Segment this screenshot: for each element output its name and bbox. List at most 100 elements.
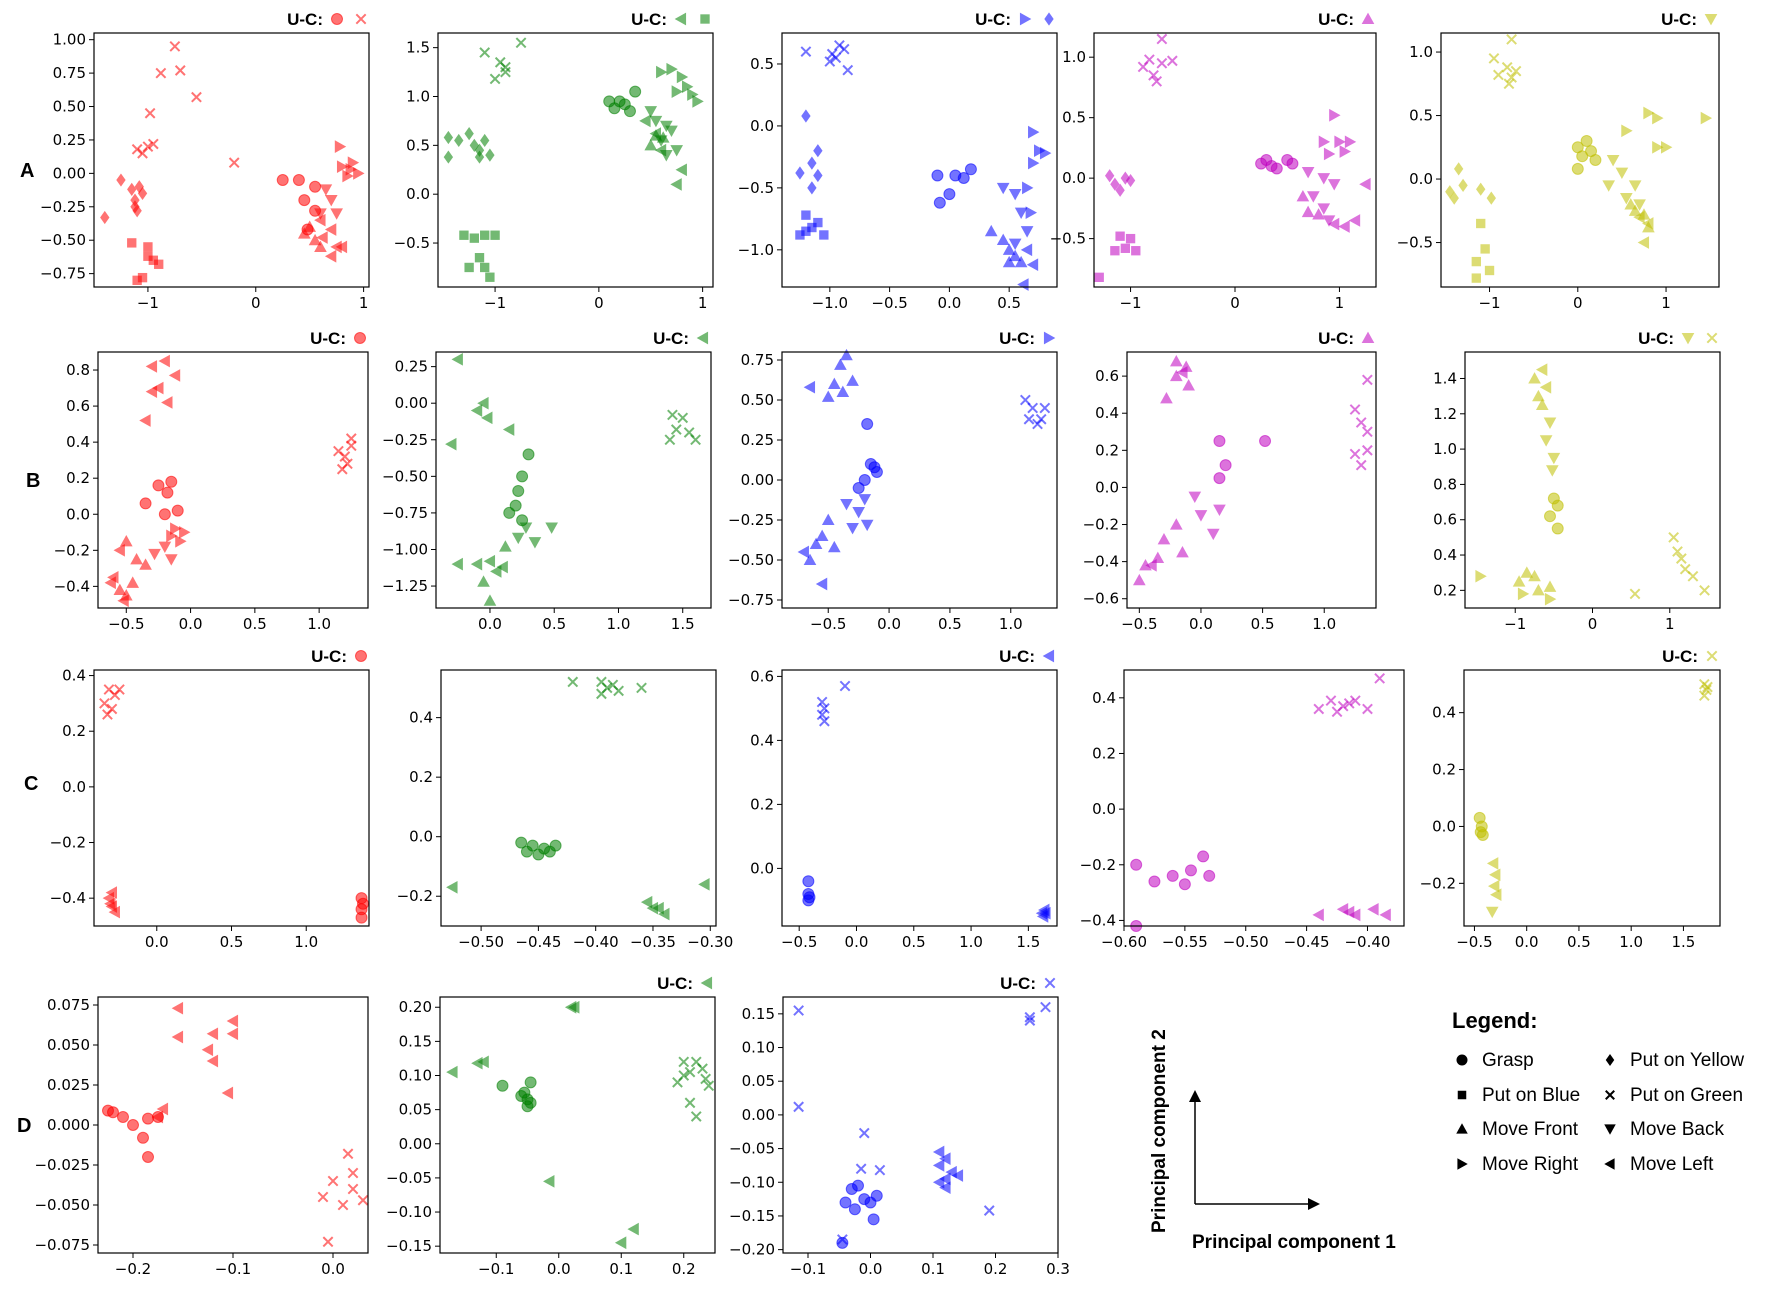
y-tick-label: 0.2 [1095, 441, 1119, 459]
x-tick-label: 1 [1661, 294, 1671, 312]
point-move-right [676, 70, 689, 84]
x-tick-label: 0.5 [243, 615, 267, 633]
point-grasp [1166, 869, 1179, 882]
x-tick-label: 0.0 [478, 615, 502, 633]
uc-label-group: U-C: [975, 10, 1054, 29]
legend-marker-put-on-blue [1457, 1090, 1467, 1100]
x-tick-label: 0.0 [1515, 933, 1539, 951]
x-tick-label: 1.0 [959, 933, 983, 951]
point-move-front [1169, 354, 1183, 367]
point-move-back [1620, 193, 1633, 205]
x-tick-label: −0.30 [687, 933, 733, 951]
point-grasp [298, 194, 311, 207]
point-move-right [666, 62, 678, 76]
point-grasp [357, 897, 370, 910]
uc-label-group: U-C: [1662, 647, 1718, 666]
point-move-left [470, 404, 483, 417]
point-move-front [996, 233, 1010, 245]
uc-label: U-C: [631, 10, 667, 29]
point-move-back [858, 494, 872, 506]
y-tick-label: 1.0 [1433, 440, 1457, 458]
point-move-left [168, 369, 181, 382]
point-move-left [1637, 236, 1650, 249]
point-move-front [1624, 198, 1638, 210]
point-move-left [646, 901, 659, 915]
legend-marker-move-right [1457, 1158, 1468, 1170]
point-put-on-green [1668, 531, 1680, 543]
point-grasp [142, 1151, 154, 1163]
point-put-on-yellow [1110, 177, 1120, 191]
y-tick-label: −0.4 [54, 577, 90, 595]
point-move-front [1642, 220, 1655, 233]
legend-item-move-left: Move Left [1604, 1154, 1714, 1175]
point-put-on-green [874, 1164, 886, 1176]
point-put-on-green [317, 1191, 329, 1203]
point-move-left [490, 565, 502, 578]
point-grasp [1197, 850, 1210, 863]
point-move-right [1034, 144, 1046, 158]
y-tick-label: −0.25 [40, 198, 86, 216]
points [1133, 354, 1373, 586]
plot-frame [437, 32, 714, 288]
x-tick-label: −0.45 [1284, 933, 1330, 951]
point-put-on-blue [1115, 231, 1125, 241]
point-grasp [158, 508, 171, 521]
point-move-front [827, 540, 841, 553]
point-move-left [658, 907, 670, 921]
x-tick-label: −0.5 [1121, 615, 1157, 633]
uc-marker-grasp [354, 332, 366, 344]
panel-b-5: −1 0 1 0.2 0.4 0.6 0.8 1.0 1.2 1.4 U-C: [1433, 329, 1721, 633]
y-tick-label: −0.2 [1420, 874, 1456, 892]
point-put-on-blue [469, 233, 479, 243]
uc-label-group: U-C: [631, 10, 710, 29]
y-tick-label: −0.5 [1397, 234, 1433, 252]
point-move-left [932, 1175, 945, 1189]
x-tick-label: −0.1 [215, 1260, 251, 1278]
point-grasp [516, 470, 529, 483]
points [100, 40, 365, 285]
y-tick-label: −0.2 [397, 887, 433, 905]
point-grasp [1576, 150, 1589, 163]
point-move-right [1660, 140, 1673, 154]
point-move-left [1026, 258, 1039, 272]
x-tick-label: 0.5 [542, 615, 566, 633]
point-put-on-blue [480, 230, 490, 240]
legend-label: Put on Yellow [1630, 1050, 1744, 1071]
legend-item-put-on-yellow: Put on Yellow [1605, 1050, 1744, 1071]
y-tick-label: −0.10 [729, 1173, 775, 1191]
point-move-right [175, 534, 187, 548]
point-move-left [1539, 380, 1552, 394]
y-tick-label: 0.10 [399, 1067, 432, 1085]
point-put-on-blue [1120, 243, 1131, 253]
y-tick-label: −0.5 [738, 179, 774, 197]
y-tick-label: 0.6 [66, 397, 90, 415]
y-tick-label: −0.050 [34, 1196, 90, 1214]
point-put-on-yellow [1104, 169, 1115, 183]
points [99, 684, 370, 924]
point-put-on-yellow [1476, 182, 1486, 196]
point-move-back [528, 537, 542, 549]
point-put-on-green [191, 91, 202, 103]
point-put-on-green [1361, 426, 1373, 438]
point-put-on-green [697, 1063, 708, 1075]
point-move-front [308, 233, 322, 246]
point-move-front [1157, 533, 1171, 545]
point-put-on-blue [1480, 244, 1490, 254]
pc1-arrow-head [1308, 1198, 1320, 1210]
point-put-on-green [147, 138, 159, 150]
point-move-left [206, 1054, 219, 1068]
panel-d-1: −0.2 −0.1 0.0 −0.075 −0.050 −0.025 0.000 0.025 0… [34, 996, 369, 1278]
point-put-on-green [1362, 703, 1373, 715]
uc-marker-put-on-green [1044, 977, 1056, 989]
point-move-left [1348, 908, 1361, 922]
point-move-back [511, 532, 525, 545]
point-put-on-green [1675, 553, 1687, 564]
point-grasp [858, 474, 871, 486]
point-grasp [549, 839, 562, 852]
point-put-on-green [819, 703, 830, 714]
point-move-back [319, 184, 333, 196]
points [1094, 33, 1371, 282]
point-move-back [649, 115, 663, 128]
point-move-right [1329, 108, 1341, 122]
point-put-on-green [672, 1076, 683, 1088]
